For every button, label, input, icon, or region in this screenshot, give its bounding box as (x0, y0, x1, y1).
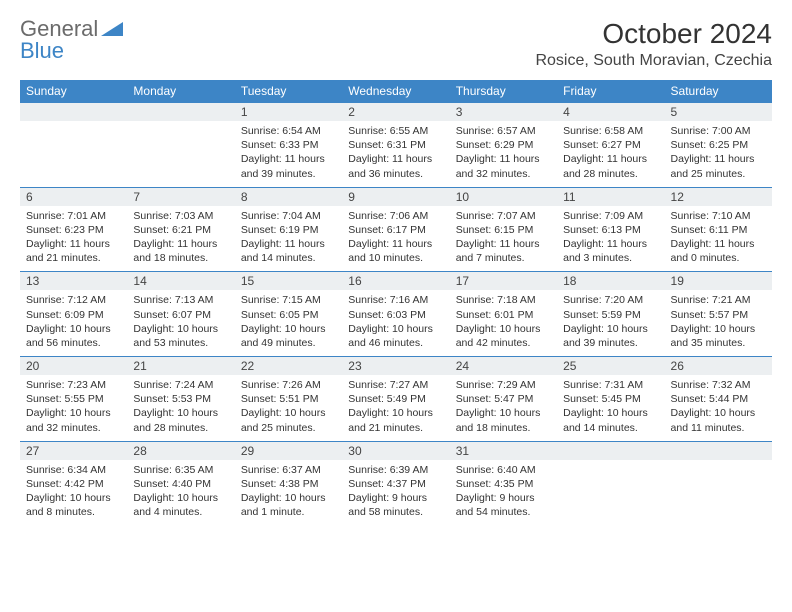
day-number-cell: 7 (127, 187, 234, 206)
day-content-cell: Sunrise: 7:21 AMSunset: 5:57 PMDaylight:… (665, 290, 772, 356)
page-title: October 2024 (535, 18, 772, 50)
day-number-cell (557, 441, 664, 460)
day-number-cell: 2 (342, 103, 449, 122)
day-number-cell: 17 (450, 272, 557, 291)
day-number-cell: 16 (342, 272, 449, 291)
day-number-cell: 28 (127, 441, 234, 460)
day-content-cell: Sunrise: 7:01 AMSunset: 6:23 PMDaylight:… (20, 206, 127, 272)
day-number-cell: 24 (450, 357, 557, 376)
day-content-cell: Sunrise: 6:37 AMSunset: 4:38 PMDaylight:… (235, 460, 342, 526)
day-number-cell: 11 (557, 187, 664, 206)
day-number-cell: 23 (342, 357, 449, 376)
weekday-header: Wednesday (342, 80, 449, 103)
day-content-cell: Sunrise: 7:26 AMSunset: 5:51 PMDaylight:… (235, 375, 342, 441)
title-block: October 2024 Rosice, South Moravian, Cze… (535, 18, 772, 70)
day-number-cell: 22 (235, 357, 342, 376)
day-content-row: Sunrise: 7:23 AMSunset: 5:55 PMDaylight:… (20, 375, 772, 441)
weekday-header: Tuesday (235, 80, 342, 103)
day-number-row: 6789101112 (20, 187, 772, 206)
day-content-cell: Sunrise: 7:32 AMSunset: 5:44 PMDaylight:… (665, 375, 772, 441)
calendar-table: SundayMondayTuesdayWednesdayThursdayFrid… (20, 80, 772, 525)
day-content-cell: Sunrise: 7:18 AMSunset: 6:01 PMDaylight:… (450, 290, 557, 356)
day-number-cell: 1 (235, 103, 342, 122)
day-content-cell: Sunrise: 7:15 AMSunset: 6:05 PMDaylight:… (235, 290, 342, 356)
weekday-header: Friday (557, 80, 664, 103)
day-content-cell (127, 121, 234, 187)
day-content-cell: Sunrise: 7:29 AMSunset: 5:47 PMDaylight:… (450, 375, 557, 441)
day-content-cell: Sunrise: 7:20 AMSunset: 5:59 PMDaylight:… (557, 290, 664, 356)
logo-triangle-icon (101, 18, 123, 40)
logo: General Blue (20, 18, 123, 62)
weekday-header-row: SundayMondayTuesdayWednesdayThursdayFrid… (20, 80, 772, 103)
day-number-cell: 25 (557, 357, 664, 376)
day-number-cell: 13 (20, 272, 127, 291)
day-number-cell: 12 (665, 187, 772, 206)
day-content-cell: Sunrise: 6:39 AMSunset: 4:37 PMDaylight:… (342, 460, 449, 526)
day-number-cell: 9 (342, 187, 449, 206)
day-content-cell: Sunrise: 7:31 AMSunset: 5:45 PMDaylight:… (557, 375, 664, 441)
day-content-cell (557, 460, 664, 526)
logo-text-blue: Blue (20, 38, 64, 63)
day-number-cell: 29 (235, 441, 342, 460)
day-content-cell: Sunrise: 7:13 AMSunset: 6:07 PMDaylight:… (127, 290, 234, 356)
day-number-cell: 4 (557, 103, 664, 122)
day-number-cell (20, 103, 127, 122)
day-content-cell: Sunrise: 6:54 AMSunset: 6:33 PMDaylight:… (235, 121, 342, 187)
day-number-cell: 18 (557, 272, 664, 291)
day-number-row: 13141516171819 (20, 272, 772, 291)
day-content-row: Sunrise: 7:12 AMSunset: 6:09 PMDaylight:… (20, 290, 772, 356)
day-number-cell: 20 (20, 357, 127, 376)
day-number-cell: 21 (127, 357, 234, 376)
day-content-row: Sunrise: 6:54 AMSunset: 6:33 PMDaylight:… (20, 121, 772, 187)
day-content-cell: Sunrise: 7:10 AMSunset: 6:11 PMDaylight:… (665, 206, 772, 272)
weekday-header: Sunday (20, 80, 127, 103)
day-number-cell (127, 103, 234, 122)
day-content-cell: Sunrise: 7:07 AMSunset: 6:15 PMDaylight:… (450, 206, 557, 272)
day-content-cell: Sunrise: 7:03 AMSunset: 6:21 PMDaylight:… (127, 206, 234, 272)
day-number-row: 12345 (20, 103, 772, 122)
day-content-cell (665, 460, 772, 526)
day-content-cell: Sunrise: 6:35 AMSunset: 4:40 PMDaylight:… (127, 460, 234, 526)
day-content-cell: Sunrise: 7:12 AMSunset: 6:09 PMDaylight:… (20, 290, 127, 356)
day-content-cell: Sunrise: 6:55 AMSunset: 6:31 PMDaylight:… (342, 121, 449, 187)
day-content-cell: Sunrise: 7:06 AMSunset: 6:17 PMDaylight:… (342, 206, 449, 272)
day-number-row: 2728293031 (20, 441, 772, 460)
day-number-cell: 26 (665, 357, 772, 376)
day-number-cell: 3 (450, 103, 557, 122)
day-content-cell: Sunrise: 6:40 AMSunset: 4:35 PMDaylight:… (450, 460, 557, 526)
day-content-cell: Sunrise: 6:34 AMSunset: 4:42 PMDaylight:… (20, 460, 127, 526)
day-number-cell: 19 (665, 272, 772, 291)
day-content-row: Sunrise: 7:01 AMSunset: 6:23 PMDaylight:… (20, 206, 772, 272)
day-content-cell: Sunrise: 7:27 AMSunset: 5:49 PMDaylight:… (342, 375, 449, 441)
weekday-header: Saturday (665, 80, 772, 103)
day-content-cell: Sunrise: 6:57 AMSunset: 6:29 PMDaylight:… (450, 121, 557, 187)
day-content-cell: Sunrise: 7:04 AMSunset: 6:19 PMDaylight:… (235, 206, 342, 272)
day-content-cell: Sunrise: 7:23 AMSunset: 5:55 PMDaylight:… (20, 375, 127, 441)
day-content-row: Sunrise: 6:34 AMSunset: 4:42 PMDaylight:… (20, 460, 772, 526)
day-number-cell: 6 (20, 187, 127, 206)
day-number-row: 20212223242526 (20, 357, 772, 376)
day-number-cell: 30 (342, 441, 449, 460)
day-content-cell: Sunrise: 7:09 AMSunset: 6:13 PMDaylight:… (557, 206, 664, 272)
header: General Blue October 2024 Rosice, South … (20, 18, 772, 70)
day-number-cell: 31 (450, 441, 557, 460)
weekday-header: Thursday (450, 80, 557, 103)
day-number-cell (665, 441, 772, 460)
day-number-cell: 14 (127, 272, 234, 291)
weekday-header: Monday (127, 80, 234, 103)
day-content-cell: Sunrise: 7:16 AMSunset: 6:03 PMDaylight:… (342, 290, 449, 356)
day-number-cell: 10 (450, 187, 557, 206)
day-content-cell: Sunrise: 6:58 AMSunset: 6:27 PMDaylight:… (557, 121, 664, 187)
day-number-cell: 8 (235, 187, 342, 206)
day-content-cell: Sunrise: 7:24 AMSunset: 5:53 PMDaylight:… (127, 375, 234, 441)
day-number-cell: 27 (20, 441, 127, 460)
day-content-cell: Sunrise: 7:00 AMSunset: 6:25 PMDaylight:… (665, 121, 772, 187)
location-text: Rosice, South Moravian, Czechia (535, 52, 772, 70)
day-number-cell: 15 (235, 272, 342, 291)
day-content-cell (20, 121, 127, 187)
day-number-cell: 5 (665, 103, 772, 122)
